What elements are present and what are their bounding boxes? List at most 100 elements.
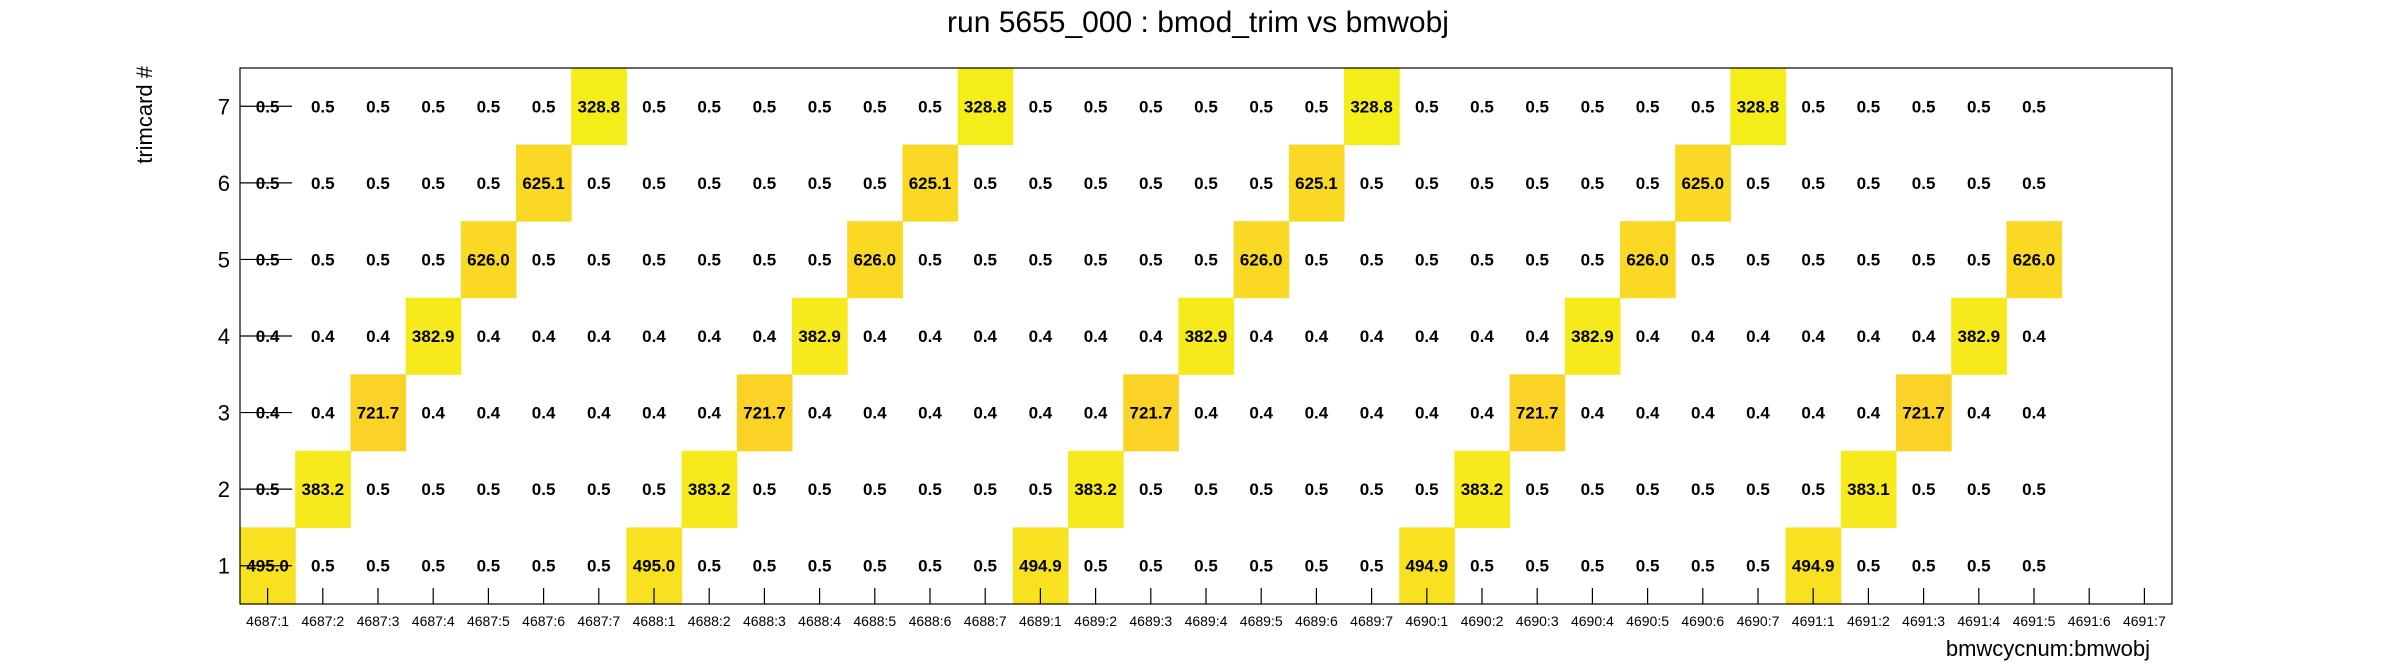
cell-value-label: 0.5 <box>1305 250 1329 269</box>
cell-value-label: 625.0 <box>1682 174 1725 193</box>
cell-value-label: 0.5 <box>421 174 445 193</box>
cell-value-label: 0.5 <box>2022 557 2046 576</box>
x-tick-label: 4690:3 <box>1516 613 1559 629</box>
cell-value-label: 0.5 <box>1912 250 1936 269</box>
cell-value-label: 0.4 <box>642 327 666 346</box>
cell-value-label: 0.4 <box>1691 404 1715 423</box>
cell-value-label: 0.5 <box>1084 557 1108 576</box>
x-tick-label: 4691:1 <box>1792 613 1835 629</box>
cell-value-label: 0.4 <box>1801 327 1825 346</box>
cell-value-label: 0.5 <box>1194 174 1218 193</box>
cell-value-label: 0.4 <box>642 404 666 423</box>
cell-value-label: 0.5 <box>697 174 721 193</box>
heatmap-cells <box>240 68 2063 605</box>
cell-value-label: 0.5 <box>311 557 335 576</box>
cell-value-label: 0.4 <box>1029 327 1053 346</box>
x-axis-title: bmwcycnum:bmwobj <box>1946 636 2150 661</box>
cell-value-label: 0.5 <box>642 174 666 193</box>
x-tick-label: 4690:1 <box>1405 613 1448 629</box>
x-tick-label: 4689:2 <box>1074 613 1117 629</box>
heatmap-cell <box>1896 374 1952 452</box>
cell-value-label: 0.5 <box>697 250 721 269</box>
cell-value-label: 383.2 <box>688 480 731 499</box>
cell-value-label: 0.5 <box>1967 250 1991 269</box>
x-tick-label: 4690:2 <box>1461 613 1504 629</box>
y-tick-label: 7 <box>218 94 230 119</box>
cell-value-label: 0.4 <box>366 327 390 346</box>
y-tick-label: 6 <box>218 171 230 196</box>
cell-value-label: 0.5 <box>311 250 335 269</box>
cell-value-label: 328.8 <box>1350 97 1393 116</box>
cell-value-label: 0.5 <box>1470 97 1494 116</box>
x-tick-label: 4690:7 <box>1737 613 1780 629</box>
cell-value-label: 0.4 <box>973 404 997 423</box>
y-tick-label: 4 <box>218 324 230 349</box>
cell-value-label: 0.5 <box>1029 250 1053 269</box>
cell-value-label: 0.4 <box>311 327 335 346</box>
cell-value-label: 0.5 <box>1691 250 1715 269</box>
cell-value-label: 382.9 <box>412 327 455 346</box>
x-tick-label: 4689:1 <box>1019 613 1062 629</box>
cell-value-label: 0.5 <box>918 557 942 576</box>
heatmap-cell <box>516 144 572 222</box>
cell-value-label: 382.9 <box>1185 327 1228 346</box>
x-tick-label: 4690:6 <box>1681 613 1724 629</box>
cell-value-label: 383.2 <box>302 480 345 499</box>
cell-value-label: 0.4 <box>1746 404 1770 423</box>
cell-value-label: 0.5 <box>918 250 942 269</box>
cell-value-label: 0.4 <box>2022 404 2046 423</box>
cell-value-label: 0.5 <box>1912 480 1936 499</box>
cell-value-label: 0.5 <box>1139 97 1163 116</box>
cell-value-label: 0.5 <box>1857 557 1881 576</box>
cell-value-label: 0.5 <box>753 480 777 499</box>
y-tick-label: 1 <box>218 554 230 579</box>
x-tick-label: 4688:5 <box>853 613 896 629</box>
cell-value-label: 382.9 <box>1958 327 2001 346</box>
x-tick-label: 4691:3 <box>1902 613 1945 629</box>
cell-value-label: 626.0 <box>2013 250 2056 269</box>
cell-value-label: 0.5 <box>918 97 942 116</box>
cell-value-label: 494.9 <box>1406 557 1449 576</box>
y-axis-title: trimcard # <box>132 65 157 164</box>
cell-value-label: 626.0 <box>467 250 510 269</box>
cell-value-label: 0.5 <box>753 557 777 576</box>
cell-value-label: 0.4 <box>587 327 611 346</box>
cell-value-label: 494.9 <box>1792 557 1835 576</box>
cell-value-label: 0.4 <box>1801 404 1825 423</box>
cell-value-label: 0.5 <box>587 557 611 576</box>
cell-value-label: 0.5 <box>973 250 997 269</box>
cell-value-label: 0.5 <box>1525 480 1549 499</box>
cell-value-label: 0.5 <box>587 480 611 499</box>
cell-value-label: 0.5 <box>256 250 280 269</box>
cell-value-label: 0.5 <box>1581 557 1605 576</box>
cell-value-label: 0.5 <box>1139 174 1163 193</box>
cell-value-label: 0.4 <box>1029 404 1053 423</box>
cell-value-label: 0.5 <box>366 480 390 499</box>
cell-value-label: 0.5 <box>1470 174 1494 193</box>
cell-value-label: 0.4 <box>1360 327 1384 346</box>
cell-value-label: 495.0 <box>246 557 289 576</box>
heatmap-cell <box>957 68 1014 146</box>
heatmap-cell <box>1288 144 1345 222</box>
x-tick-label: 4688:6 <box>909 613 952 629</box>
plot-frame <box>239 67 2173 605</box>
cell-value-label: 626.0 <box>854 250 897 269</box>
cell-value-label: 0.5 <box>366 250 390 269</box>
x-tick-label: 4690:4 <box>1571 613 1614 629</box>
cell-value-label: 0.5 <box>808 480 832 499</box>
x-tick-label: 4689:7 <box>1350 613 1393 629</box>
cell-value-label: 0.5 <box>477 97 501 116</box>
cell-value-label: 0.5 <box>421 480 445 499</box>
cell-value-labels: 495.0 0.5 0.5 0.5 0.5 0.5 0.5 495.0 0.5 0.5 0.5 0.5… <box>246 97 2055 575</box>
heatmap-cell <box>1675 144 1731 222</box>
cell-value-label: 0.5 <box>532 250 556 269</box>
cell-value-label: 721.7 <box>1902 404 1945 423</box>
heatmap-cell <box>405 297 462 375</box>
cell-value-label: 0.5 <box>863 557 887 576</box>
cell-value-label: 0.5 <box>863 174 887 193</box>
heatmap-cell <box>460 221 517 299</box>
cell-value-label: 0.5 <box>1249 480 1273 499</box>
x-tick-label: 4688:7 <box>964 613 1007 629</box>
cell-value-label: 0.5 <box>1194 97 1218 116</box>
cell-value-label: 0.5 <box>1029 480 1053 499</box>
